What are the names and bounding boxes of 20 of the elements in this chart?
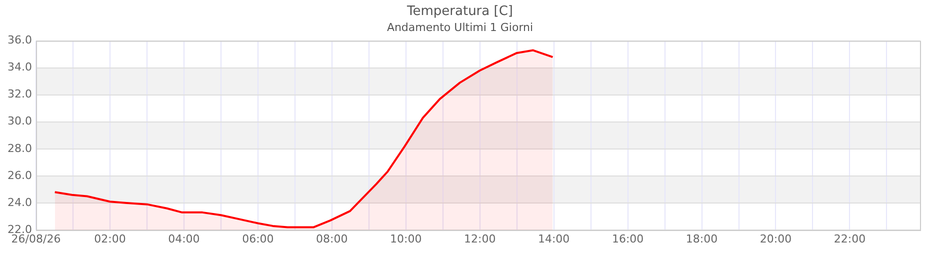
x-tick-label: 04:00: [168, 232, 200, 246]
x-tick-label: 14:00: [538, 232, 570, 246]
x-tick-label: 22:00: [834, 232, 866, 246]
y-tick-label: 34.0: [8, 60, 32, 74]
x-tick-label: 02:00: [94, 232, 126, 246]
chart-title: Temperatura [C]: [406, 4, 513, 20]
x-tick-label: 12:00: [464, 232, 496, 246]
y-tick-label: 28.0: [8, 142, 32, 155]
y-tick-label: 30.0: [8, 114, 32, 128]
chart-subtitle: Andamento Ultimi 1 Giorni: [386, 21, 534, 34]
y-tick-label: 36.0: [8, 34, 32, 47]
y-tick-label: 24.0: [8, 196, 32, 209]
y-tick-label: 26.0: [8, 168, 32, 182]
y-tick-label: 32.0: [8, 88, 32, 101]
x-tick-label: 16:00: [612, 232, 644, 246]
x-tick-label: 18:00: [686, 232, 718, 246]
x-tick-label: 06:00: [242, 232, 274, 246]
x-tick-label: 20:00: [760, 232, 792, 246]
x-tick-label: 08:00: [316, 232, 348, 246]
x-tick-label: 10:00: [390, 232, 422, 246]
